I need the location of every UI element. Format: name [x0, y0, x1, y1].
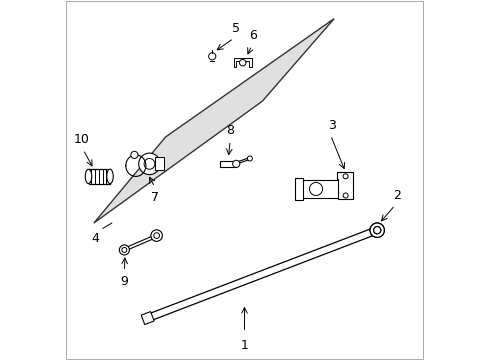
Circle shape — [309, 183, 322, 195]
Polygon shape — [88, 169, 110, 184]
Text: 9: 9 — [120, 275, 128, 288]
Circle shape — [369, 223, 384, 237]
Polygon shape — [236, 158, 250, 164]
Circle shape — [343, 193, 347, 198]
Polygon shape — [300, 180, 341, 198]
Circle shape — [247, 156, 252, 161]
Polygon shape — [220, 161, 236, 167]
Polygon shape — [141, 312, 154, 325]
Text: 2: 2 — [392, 189, 400, 202]
Text: 3: 3 — [328, 118, 336, 132]
Text: 4: 4 — [92, 232, 100, 245]
Polygon shape — [146, 227, 378, 321]
Circle shape — [232, 160, 239, 167]
Text: 1: 1 — [240, 338, 248, 351]
Circle shape — [153, 233, 159, 238]
Ellipse shape — [106, 169, 113, 184]
Polygon shape — [336, 172, 352, 199]
Circle shape — [343, 174, 347, 179]
Circle shape — [131, 151, 138, 158]
FancyBboxPatch shape — [155, 157, 163, 170]
Circle shape — [151, 230, 162, 241]
Circle shape — [239, 59, 245, 66]
Circle shape — [373, 226, 380, 234]
Circle shape — [119, 245, 129, 255]
Text: 5: 5 — [231, 22, 239, 35]
FancyBboxPatch shape — [294, 178, 302, 200]
Text: 8: 8 — [225, 124, 234, 137]
Circle shape — [144, 158, 155, 169]
Text: 6: 6 — [249, 29, 257, 42]
Circle shape — [369, 223, 384, 237]
Polygon shape — [233, 58, 251, 67]
Circle shape — [122, 247, 126, 252]
Ellipse shape — [85, 169, 92, 184]
Text: 7: 7 — [150, 191, 159, 204]
Polygon shape — [94, 19, 333, 223]
Text: 10: 10 — [73, 133, 89, 146]
Polygon shape — [127, 236, 153, 249]
Circle shape — [208, 53, 215, 60]
Circle shape — [139, 153, 160, 175]
Circle shape — [373, 226, 380, 234]
